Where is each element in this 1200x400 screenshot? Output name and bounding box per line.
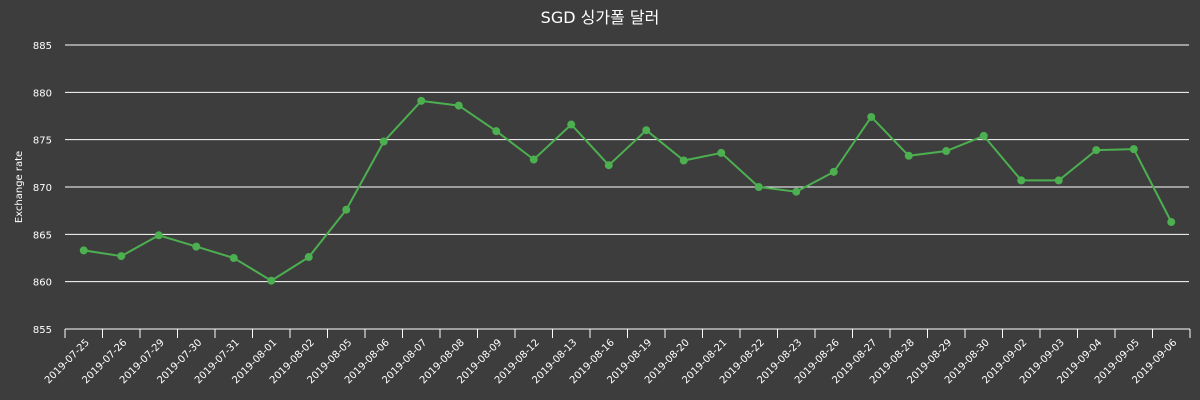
data-point-marker xyxy=(192,242,201,251)
series-line xyxy=(83,99,1173,282)
data-point-marker xyxy=(492,127,501,136)
data-point-marker xyxy=(304,253,313,262)
data-point-marker xyxy=(417,96,426,105)
data-point-marker xyxy=(942,147,951,156)
data-point-marker xyxy=(1017,176,1026,185)
data-point-marker xyxy=(229,254,238,262)
data-point-marker xyxy=(679,156,688,165)
data-point-marker xyxy=(792,187,801,196)
data-point-marker xyxy=(154,231,163,240)
x-axis: 2019-07-252019-07-262019-07-292019-07-30… xyxy=(43,328,1191,386)
data-point-marker xyxy=(1167,218,1176,227)
y-tick-label: 885 xyxy=(33,41,52,52)
data-point-marker xyxy=(867,112,876,121)
gridlines xyxy=(65,44,1189,283)
data-point-marker xyxy=(342,205,351,214)
data-point-marker xyxy=(754,183,763,191)
data-point-marker xyxy=(829,167,838,176)
data-point-marker xyxy=(1129,145,1138,154)
data-point-marker xyxy=(79,246,88,255)
data-point-marker xyxy=(979,131,988,140)
data-point-marker xyxy=(117,252,126,261)
y-tick-label: 870 xyxy=(33,183,52,194)
y-tick-label: 855 xyxy=(33,325,52,336)
y-axis-title: Exchange rate xyxy=(14,151,25,223)
data-point-marker xyxy=(454,101,463,110)
data-point-marker xyxy=(904,151,913,160)
data-point-marker xyxy=(642,126,651,135)
y-axis-ticks: 855 860 865 870 875 880 885 xyxy=(33,41,52,336)
data-point-marker xyxy=(379,137,388,146)
data-point-marker xyxy=(267,276,276,285)
data-point-marker xyxy=(529,155,538,164)
data-point-marker xyxy=(604,161,613,170)
y-tick-label: 865 xyxy=(33,230,52,241)
data-series xyxy=(79,96,1176,285)
y-tick-label: 860 xyxy=(33,278,52,289)
data-point-marker xyxy=(1054,176,1063,185)
y-tick-label: 875 xyxy=(33,136,52,147)
chart-title: SGD 싱가폴 달러 xyxy=(541,8,660,27)
y-tick-label: 880 xyxy=(33,88,52,99)
data-point-marker xyxy=(567,120,576,129)
data-point-marker xyxy=(1092,146,1101,155)
data-point-marker xyxy=(717,148,726,157)
